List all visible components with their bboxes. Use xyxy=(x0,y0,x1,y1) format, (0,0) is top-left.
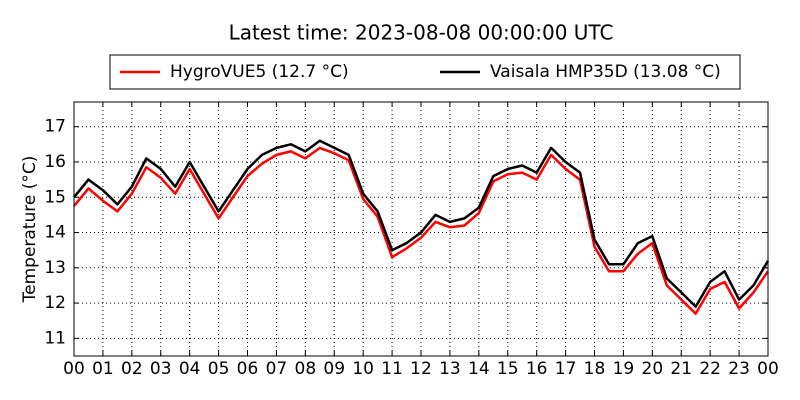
series-line xyxy=(73,146,770,315)
x-tick-label: 21 xyxy=(670,359,692,379)
x-tick-label: 03 xyxy=(150,359,172,379)
y-axis-label: Temperature (°C) xyxy=(20,156,40,304)
x-tick-label: 14 xyxy=(468,359,490,379)
x-tick-label: 02 xyxy=(121,359,143,379)
x-tick-label: 00 xyxy=(757,359,779,379)
y-tick-label: 16 xyxy=(44,152,66,172)
y-tick-label: 14 xyxy=(44,223,66,243)
x-tick-label: 13 xyxy=(439,359,461,379)
x-tick-label: 00 xyxy=(63,359,85,379)
x-tick-label: 18 xyxy=(584,359,606,379)
legend: HygroVUE5 (12.7 °C) Vaisala HMP35D (13.08… xyxy=(109,54,741,90)
legend-box xyxy=(109,54,741,90)
plot-frame xyxy=(73,101,769,357)
series-line xyxy=(73,139,770,308)
x-tick-label: 11 xyxy=(381,359,403,379)
x-tick-label: 16 xyxy=(526,359,548,379)
y-tick-label: 13 xyxy=(44,258,66,278)
x-tick-label: 10 xyxy=(352,359,374,379)
x-tick-label: 17 xyxy=(555,359,577,379)
x-tick-label: 07 xyxy=(266,359,288,379)
y-tick-label: 15 xyxy=(44,187,66,207)
y-tick-label: 11 xyxy=(44,328,66,348)
x-tick-label: 06 xyxy=(237,359,259,379)
x-tick-label: 05 xyxy=(208,359,230,379)
x-tick-label: 01 xyxy=(92,359,114,379)
x-tick-label: 04 xyxy=(179,359,201,379)
legend-label: Vaisala HMP35D (13.08 °C) xyxy=(490,62,721,82)
y-tick-label: 17 xyxy=(44,117,66,137)
y-tick-label: 12 xyxy=(44,293,66,313)
x-tick-label: 22 xyxy=(699,359,721,379)
x-tick-label: 19 xyxy=(613,359,635,379)
x-tick-label: 12 xyxy=(410,359,432,379)
x-tick-label: 15 xyxy=(497,359,519,379)
legend-label: HygroVUE5 (12.7 °C) xyxy=(170,62,349,82)
x-tick-label: 09 xyxy=(323,359,345,379)
x-tick-label: 23 xyxy=(728,359,750,379)
x-tick-label: 08 xyxy=(295,359,317,379)
x-tick-label: 20 xyxy=(642,359,664,379)
chart-title: Latest time: 2023-08-08 00:00:00 UTC xyxy=(229,21,614,45)
